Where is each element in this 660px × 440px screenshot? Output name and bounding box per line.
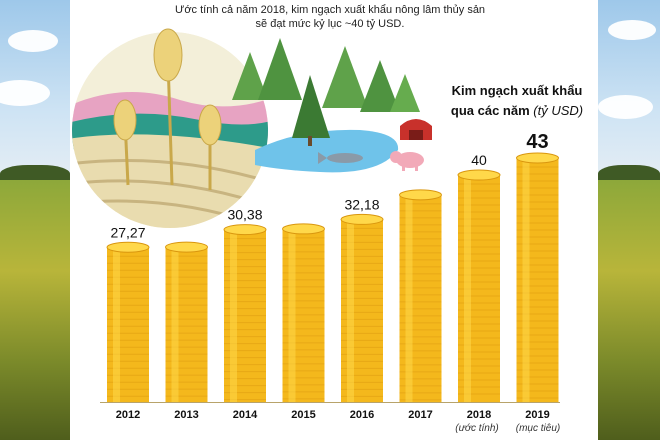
chart-title-text: qua các năm (450, 103, 534, 118)
pine-tree-icon (232, 38, 420, 146)
x-tick-2017: 2017 (408, 409, 432, 421)
bar-2013 (165, 241, 208, 402)
rice-field-photo-left (0, 0, 70, 440)
x-tick-2015: 2015 (291, 409, 315, 421)
x-tick-2019: 2019 (525, 409, 549, 421)
bar-2012 (106, 241, 150, 402)
footnote-2019: (mục tiêu) (515, 423, 561, 434)
bar-2015 (282, 223, 325, 402)
subtitle-line-1: Ước tính cả năm 2018, kim ngạch xuất khẩ… (174, 4, 486, 16)
bar-2016 (340, 213, 384, 402)
river (255, 129, 399, 173)
chart-title-line-2: qua các năm (tỷ USD) (432, 103, 602, 118)
x-tick-2012: 2012 (116, 409, 140, 421)
bar-2014 (223, 224, 267, 402)
x-tick-2013: 2013 (174, 409, 198, 421)
value-label-2019: 43 (526, 131, 548, 153)
x-tick-2014: 2014 (233, 409, 258, 421)
fish-icon (318, 152, 363, 164)
value-label-2016: 32,18 (344, 196, 379, 212)
chart-title-unit: (tỷ USD) (533, 103, 584, 118)
x-axis-line (100, 402, 560, 403)
value-label-2012: 27,27 (110, 224, 145, 240)
footnote-2018: (ước tính) (455, 423, 499, 434)
bar-2019 (516, 152, 559, 402)
wheat-icon (113, 28, 222, 190)
chart-title-line-1: Kim ngạch xuất khẩu (451, 83, 583, 98)
pig-icon (390, 151, 424, 171)
x-tick-2018: 2018 (467, 409, 491, 421)
x-tick-2016: 2016 (350, 409, 374, 421)
barn-icon (400, 119, 432, 140)
bar-2018 (457, 169, 501, 402)
value-label-2018: 40 (471, 152, 487, 168)
subtitle-line-2: sẽ đạt mức kỷ lục ~40 tỷ USD. (255, 18, 405, 30)
bar-2017 (399, 189, 442, 402)
value-label-2014: 30,38 (227, 207, 262, 223)
rice-field-photo-right (598, 0, 660, 440)
